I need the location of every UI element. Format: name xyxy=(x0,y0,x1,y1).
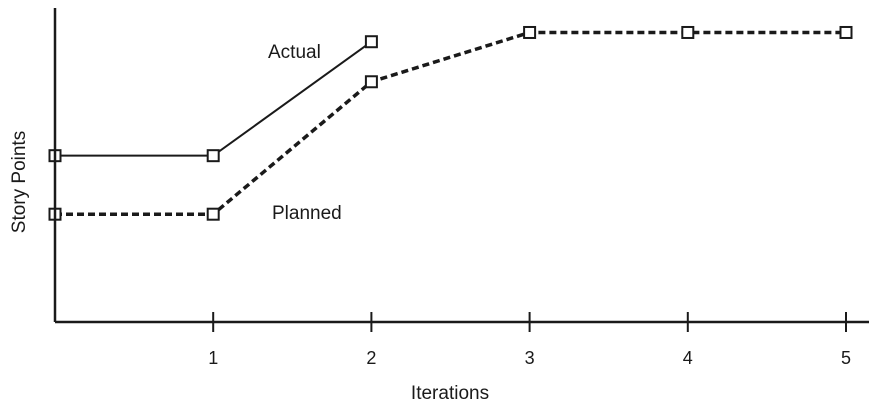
x-tick-label-2: 2 xyxy=(366,348,376,368)
series-line-planned xyxy=(55,30,846,216)
x-tick-label-4: 4 xyxy=(683,348,693,368)
x-axis-title: Iterations xyxy=(411,383,489,404)
x-tick-label-1: 1 xyxy=(208,348,218,368)
x-tick-label-5: 5 xyxy=(841,348,851,368)
point-planned-3 xyxy=(523,25,537,39)
point-planned-4 xyxy=(681,25,695,39)
series-layer xyxy=(48,25,853,221)
point-actual-1 xyxy=(206,149,220,163)
x-tick-label-3: 3 xyxy=(525,348,535,368)
point-actual-2 xyxy=(364,35,378,49)
point-planned-5 xyxy=(839,25,853,39)
series-line-actual xyxy=(55,40,372,157)
y-axis-title: Story Points xyxy=(9,131,30,233)
point-planned-1 xyxy=(206,207,220,221)
x-ticks: 1 2 3 4 5 xyxy=(208,312,851,368)
point-planned-2 xyxy=(364,75,378,89)
series-label-actual: Actual xyxy=(268,42,321,63)
series-label-planned: Planned xyxy=(272,203,342,224)
